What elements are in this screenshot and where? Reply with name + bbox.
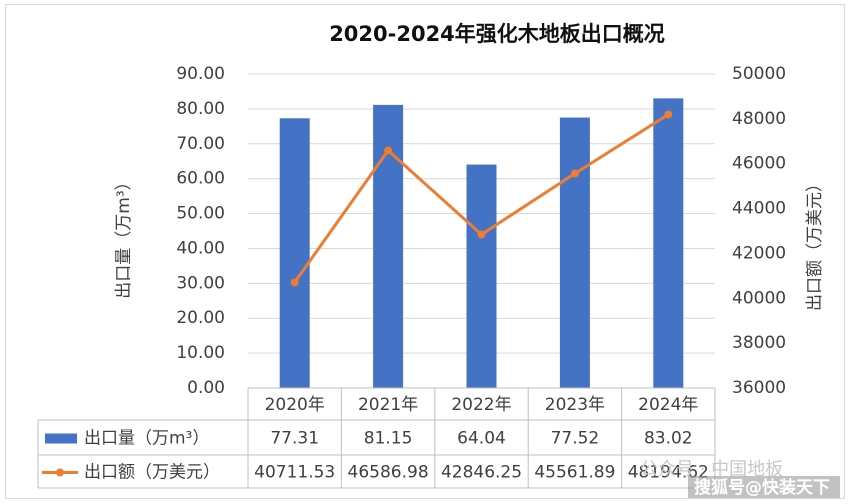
table-cell: 77.52: [551, 429, 600, 449]
watermark: 搜狐号@快装天下: [694, 477, 830, 498]
x-tick-label: 2020年: [265, 395, 325, 415]
y-tick-label: 10.00: [176, 343, 225, 363]
x-tick-label: 2021年: [358, 395, 418, 415]
table-cell: 40711.53: [254, 463, 335, 483]
y2-tick-label: 40000: [732, 288, 786, 308]
chart-border: [5, 4, 845, 499]
legend-label: 出口额（万美元）: [84, 463, 220, 483]
line-marker: [290, 278, 299, 287]
watermark-bg: [688, 476, 840, 498]
table-cell: 42846.25: [441, 463, 522, 483]
y-tick-label: 90.00: [176, 64, 225, 84]
y2-tick-label: 38000: [732, 333, 786, 353]
x-tick-label: 2024年: [638, 395, 698, 415]
y-tick-label: 40.00: [176, 238, 225, 258]
bar: [466, 164, 497, 388]
y2-tick-label: 36000: [732, 378, 786, 398]
bar: [653, 98, 684, 388]
y2-tick-label: 46000: [732, 154, 786, 174]
y-axis-title: 出口量（万m³）: [114, 173, 134, 298]
line-marker: [664, 110, 673, 119]
y-tick-label: 80.00: [176, 99, 225, 119]
y2-tick-label: 48000: [732, 109, 786, 129]
y-tick-label: 0.00: [187, 378, 225, 398]
chart-title: 2020-2024年强化木地板出口概况: [329, 22, 665, 46]
table-cell: 77.31: [270, 429, 319, 449]
y2-tick-label: 42000: [732, 243, 786, 263]
watermark: 公众号 · 中国地板: [640, 459, 783, 480]
x-tick-label: 2022年: [451, 395, 511, 415]
line-marker: [477, 230, 486, 239]
table-cell: 81.15: [364, 429, 413, 449]
line-marker: [570, 169, 579, 178]
y2-axis-title: 出口额（万美元）: [805, 175, 825, 311]
y-tick-label: 50.00: [176, 204, 225, 224]
y2-tick-label: 50000: [732, 64, 786, 84]
table-cell: 45561.89: [534, 463, 615, 483]
y-tick-label: 60.00: [176, 169, 225, 189]
marks: [279, 98, 684, 389]
y-tick-label: 30.00: [176, 273, 225, 293]
line-marker: [384, 146, 393, 155]
table-cell: 83.02: [644, 429, 693, 449]
legend-swatch: [45, 433, 77, 444]
table-cell: 64.04: [457, 429, 506, 449]
bar: [279, 118, 310, 389]
y2-tick-label: 44000: [732, 199, 786, 219]
x-tick-label: 2023年: [545, 395, 605, 415]
y-tick-label: 70.00: [176, 134, 225, 154]
table-cell: 46586.98: [348, 463, 429, 483]
bar: [559, 117, 590, 389]
legend-swatch: [56, 468, 64, 477]
legend-label: 出口量（万m³）: [84, 429, 209, 449]
y-tick-label: 20.00: [176, 308, 225, 328]
